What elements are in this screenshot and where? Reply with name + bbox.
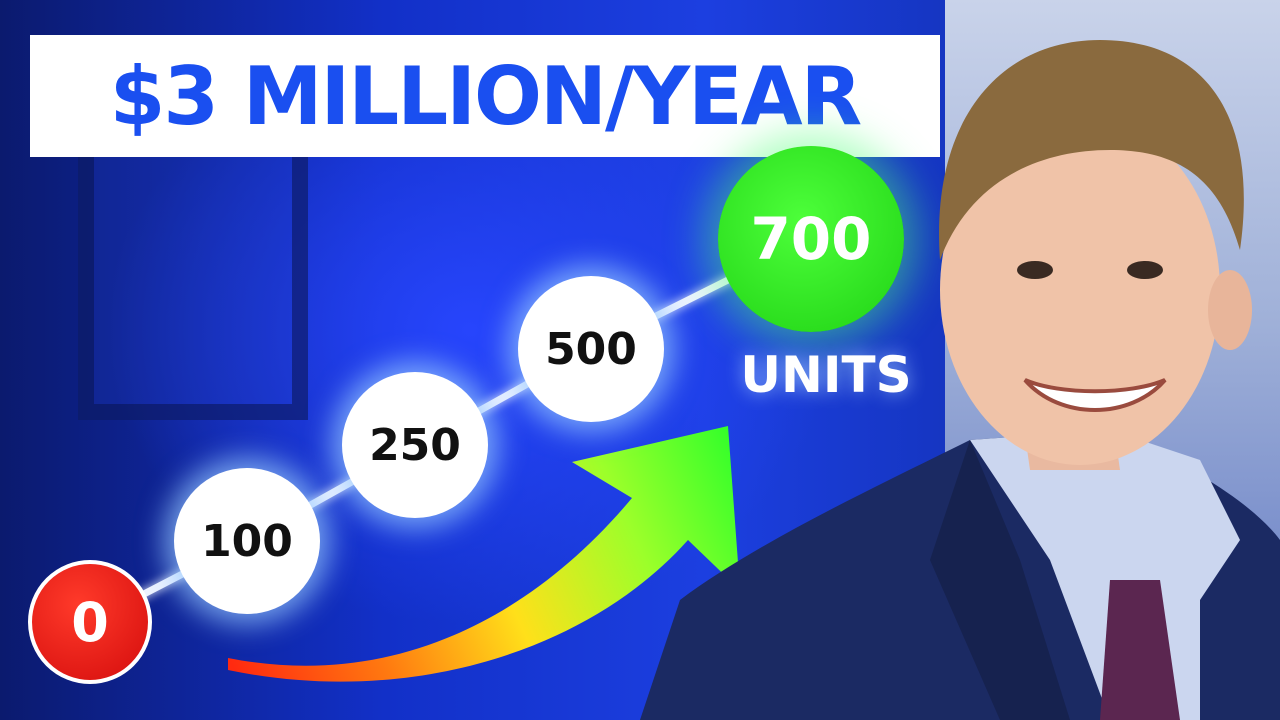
- presenter-hair: [939, 40, 1244, 260]
- milestone-circle-500: 500: [518, 276, 664, 422]
- units-label: UNITS: [740, 346, 912, 404]
- presenter-ear: [1208, 270, 1252, 350]
- milestone-value: 250: [369, 419, 461, 471]
- milestone-circle-250: 250: [342, 372, 488, 518]
- growth-arrow-icon: [228, 426, 740, 682]
- presenter-lapel-left: [930, 440, 1070, 720]
- milestone-start-value: 0: [71, 590, 109, 654]
- presenter-tie: [1100, 580, 1180, 720]
- presenter-photo: [640, 40, 1280, 720]
- milestone-goal-value: 700: [750, 205, 872, 273]
- presenter-eye-right: [1127, 261, 1163, 279]
- presenter-eye-left: [1017, 261, 1053, 279]
- headline-banner: $3 MILLION/YEAR: [30, 35, 940, 157]
- presenter-smile: [1023, 378, 1167, 412]
- milestone-circle-100: 100: [174, 468, 320, 614]
- background-picture-frame: [78, 130, 308, 420]
- presenter-face: [940, 115, 1220, 465]
- presenter-shirt: [970, 430, 1240, 720]
- headline-text: $3 MILLION/YEAR: [109, 49, 863, 143]
- milestone-goal-circle: 700: [718, 146, 904, 332]
- milestone-start-circle: 0: [28, 560, 152, 684]
- milestone-value: 100: [201, 515, 293, 567]
- milestone-value: 500: [545, 323, 637, 375]
